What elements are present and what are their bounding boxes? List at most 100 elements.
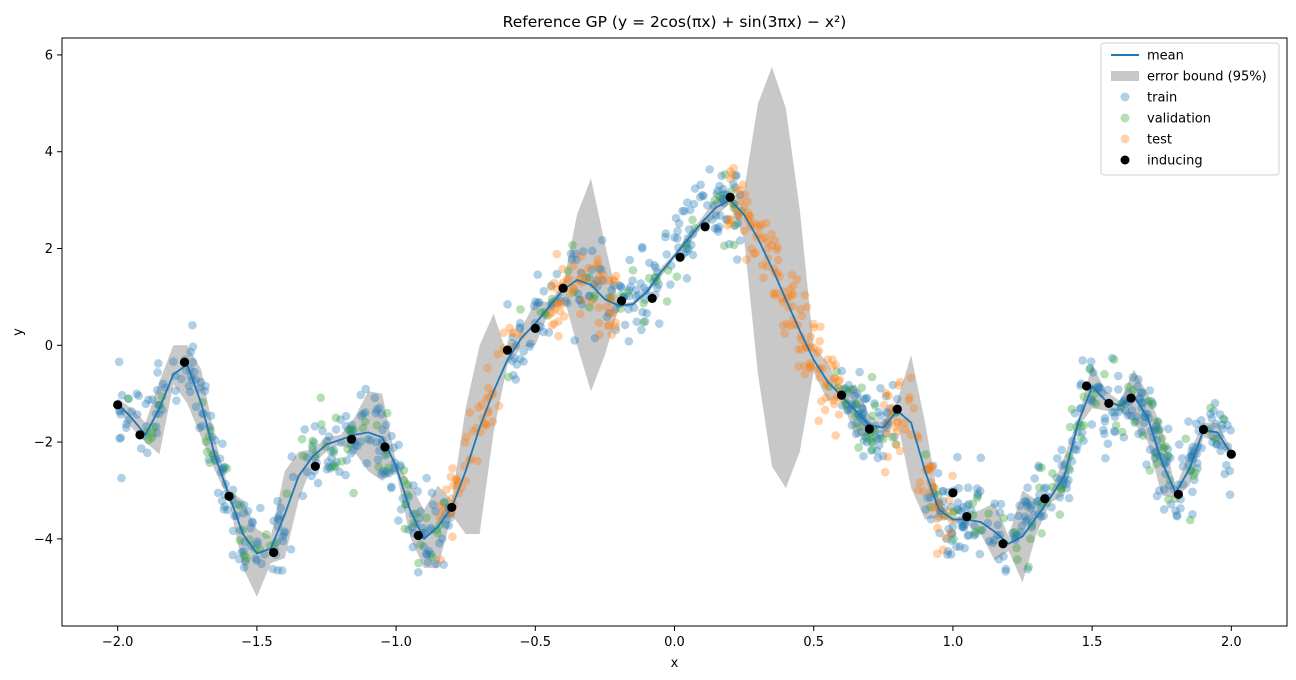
- train-point: [219, 463, 228, 472]
- train-point: [672, 234, 682, 243]
- legend-label: error bound (95%): [1147, 70, 1267, 85]
- train-point: [1057, 461, 1067, 470]
- train-point: [1226, 426, 1235, 435]
- test-point: [794, 361, 803, 371]
- test-point: [736, 196, 745, 206]
- test-point: [823, 355, 833, 364]
- train-point: [1176, 504, 1185, 513]
- train-point: [570, 336, 579, 345]
- train-point: [335, 467, 344, 477]
- train-point: [1172, 511, 1182, 520]
- train-point: [380, 469, 390, 478]
- train-point: [873, 434, 882, 443]
- train-point: [188, 342, 198, 352]
- train-point: [953, 452, 962, 462]
- test-point: [728, 170, 738, 180]
- train-point: [1087, 394, 1096, 404]
- train-point: [389, 443, 399, 452]
- train-point: [1216, 441, 1226, 450]
- train-point: [625, 255, 635, 265]
- y-tick-label: 2: [45, 242, 53, 257]
- train-point: [640, 317, 650, 326]
- test-point: [767, 229, 776, 239]
- train-point: [1026, 504, 1036, 513]
- train-point: [1148, 399, 1158, 408]
- train-point: [547, 281, 556, 290]
- test-point: [763, 244, 773, 253]
- test-point: [609, 275, 618, 285]
- train-point: [732, 211, 742, 221]
- test-point: [732, 185, 742, 195]
- train-point: [1134, 429, 1143, 439]
- train-point: [1113, 371, 1123, 381]
- test-point: [569, 284, 578, 293]
- validation-point: [1025, 534, 1035, 544]
- test-point: [948, 471, 957, 481]
- train-point: [628, 276, 637, 285]
- train-point: [654, 280, 663, 289]
- train-point: [1077, 428, 1087, 437]
- train-point: [279, 528, 289, 538]
- train-point: [1151, 425, 1161, 435]
- train-point: [561, 296, 571, 306]
- train-point: [996, 499, 1006, 509]
- train-point: [707, 215, 717, 224]
- test-point: [482, 421, 492, 430]
- train-point: [206, 411, 216, 421]
- train-point: [938, 486, 948, 496]
- inducing-point: [530, 323, 540, 333]
- test-point: [446, 472, 456, 482]
- test-point: [802, 302, 812, 312]
- y-tick-label: 0: [45, 339, 53, 354]
- chart-title: Reference GP (y = 2cos(πx) + sin(3πx) − …: [503, 13, 847, 31]
- inducing-point: [224, 491, 234, 501]
- x-axis-label: x: [671, 656, 679, 671]
- train-point: [597, 265, 606, 274]
- train-point: [571, 249, 580, 258]
- validation-point: [1152, 459, 1161, 469]
- legend-item: train: [1120, 91, 1177, 106]
- test-point: [560, 312, 569, 321]
- train-point: [666, 280, 675, 289]
- test-point: [773, 242, 782, 252]
- validation-point: [1210, 434, 1220, 444]
- train-point: [947, 536, 956, 546]
- inducing-point: [864, 424, 874, 434]
- train-point: [373, 455, 383, 465]
- x-tick-label: −2.0: [102, 635, 134, 650]
- train-point: [1187, 446, 1197, 456]
- train-point: [1057, 445, 1066, 455]
- test-point: [438, 506, 448, 516]
- validation-point: [639, 317, 648, 327]
- x-tick-label: −0.5: [520, 635, 552, 650]
- validation-point: [926, 502, 935, 512]
- train-point: [396, 505, 406, 514]
- validation-point: [616, 304, 625, 314]
- inducing-point: [675, 252, 685, 262]
- train-point: [204, 455, 214, 464]
- test-point: [584, 263, 593, 273]
- train-point: [326, 464, 335, 473]
- train-point: [529, 301, 539, 311]
- train-point: [688, 250, 698, 260]
- test-point: [788, 289, 798, 299]
- train-point: [1087, 420, 1097, 429]
- validation-point: [201, 437, 211, 446]
- x-tick-label: 1.0: [943, 635, 964, 650]
- train-point: [682, 274, 692, 283]
- validation-point: [433, 528, 442, 538]
- train-point: [329, 445, 339, 455]
- mean-line: [117, 199, 1233, 555]
- train-point: [1123, 411, 1133, 420]
- inducing-point: [413, 530, 423, 541]
- validation-point: [950, 507, 959, 516]
- test-point: [550, 304, 560, 314]
- validation-point: [1154, 426, 1163, 435]
- validation-point: [628, 266, 638, 275]
- train-point: [876, 411, 885, 421]
- validation-point: [976, 526, 985, 535]
- train-point: [428, 500, 438, 510]
- train-point: [191, 402, 201, 412]
- train-point: [730, 183, 740, 192]
